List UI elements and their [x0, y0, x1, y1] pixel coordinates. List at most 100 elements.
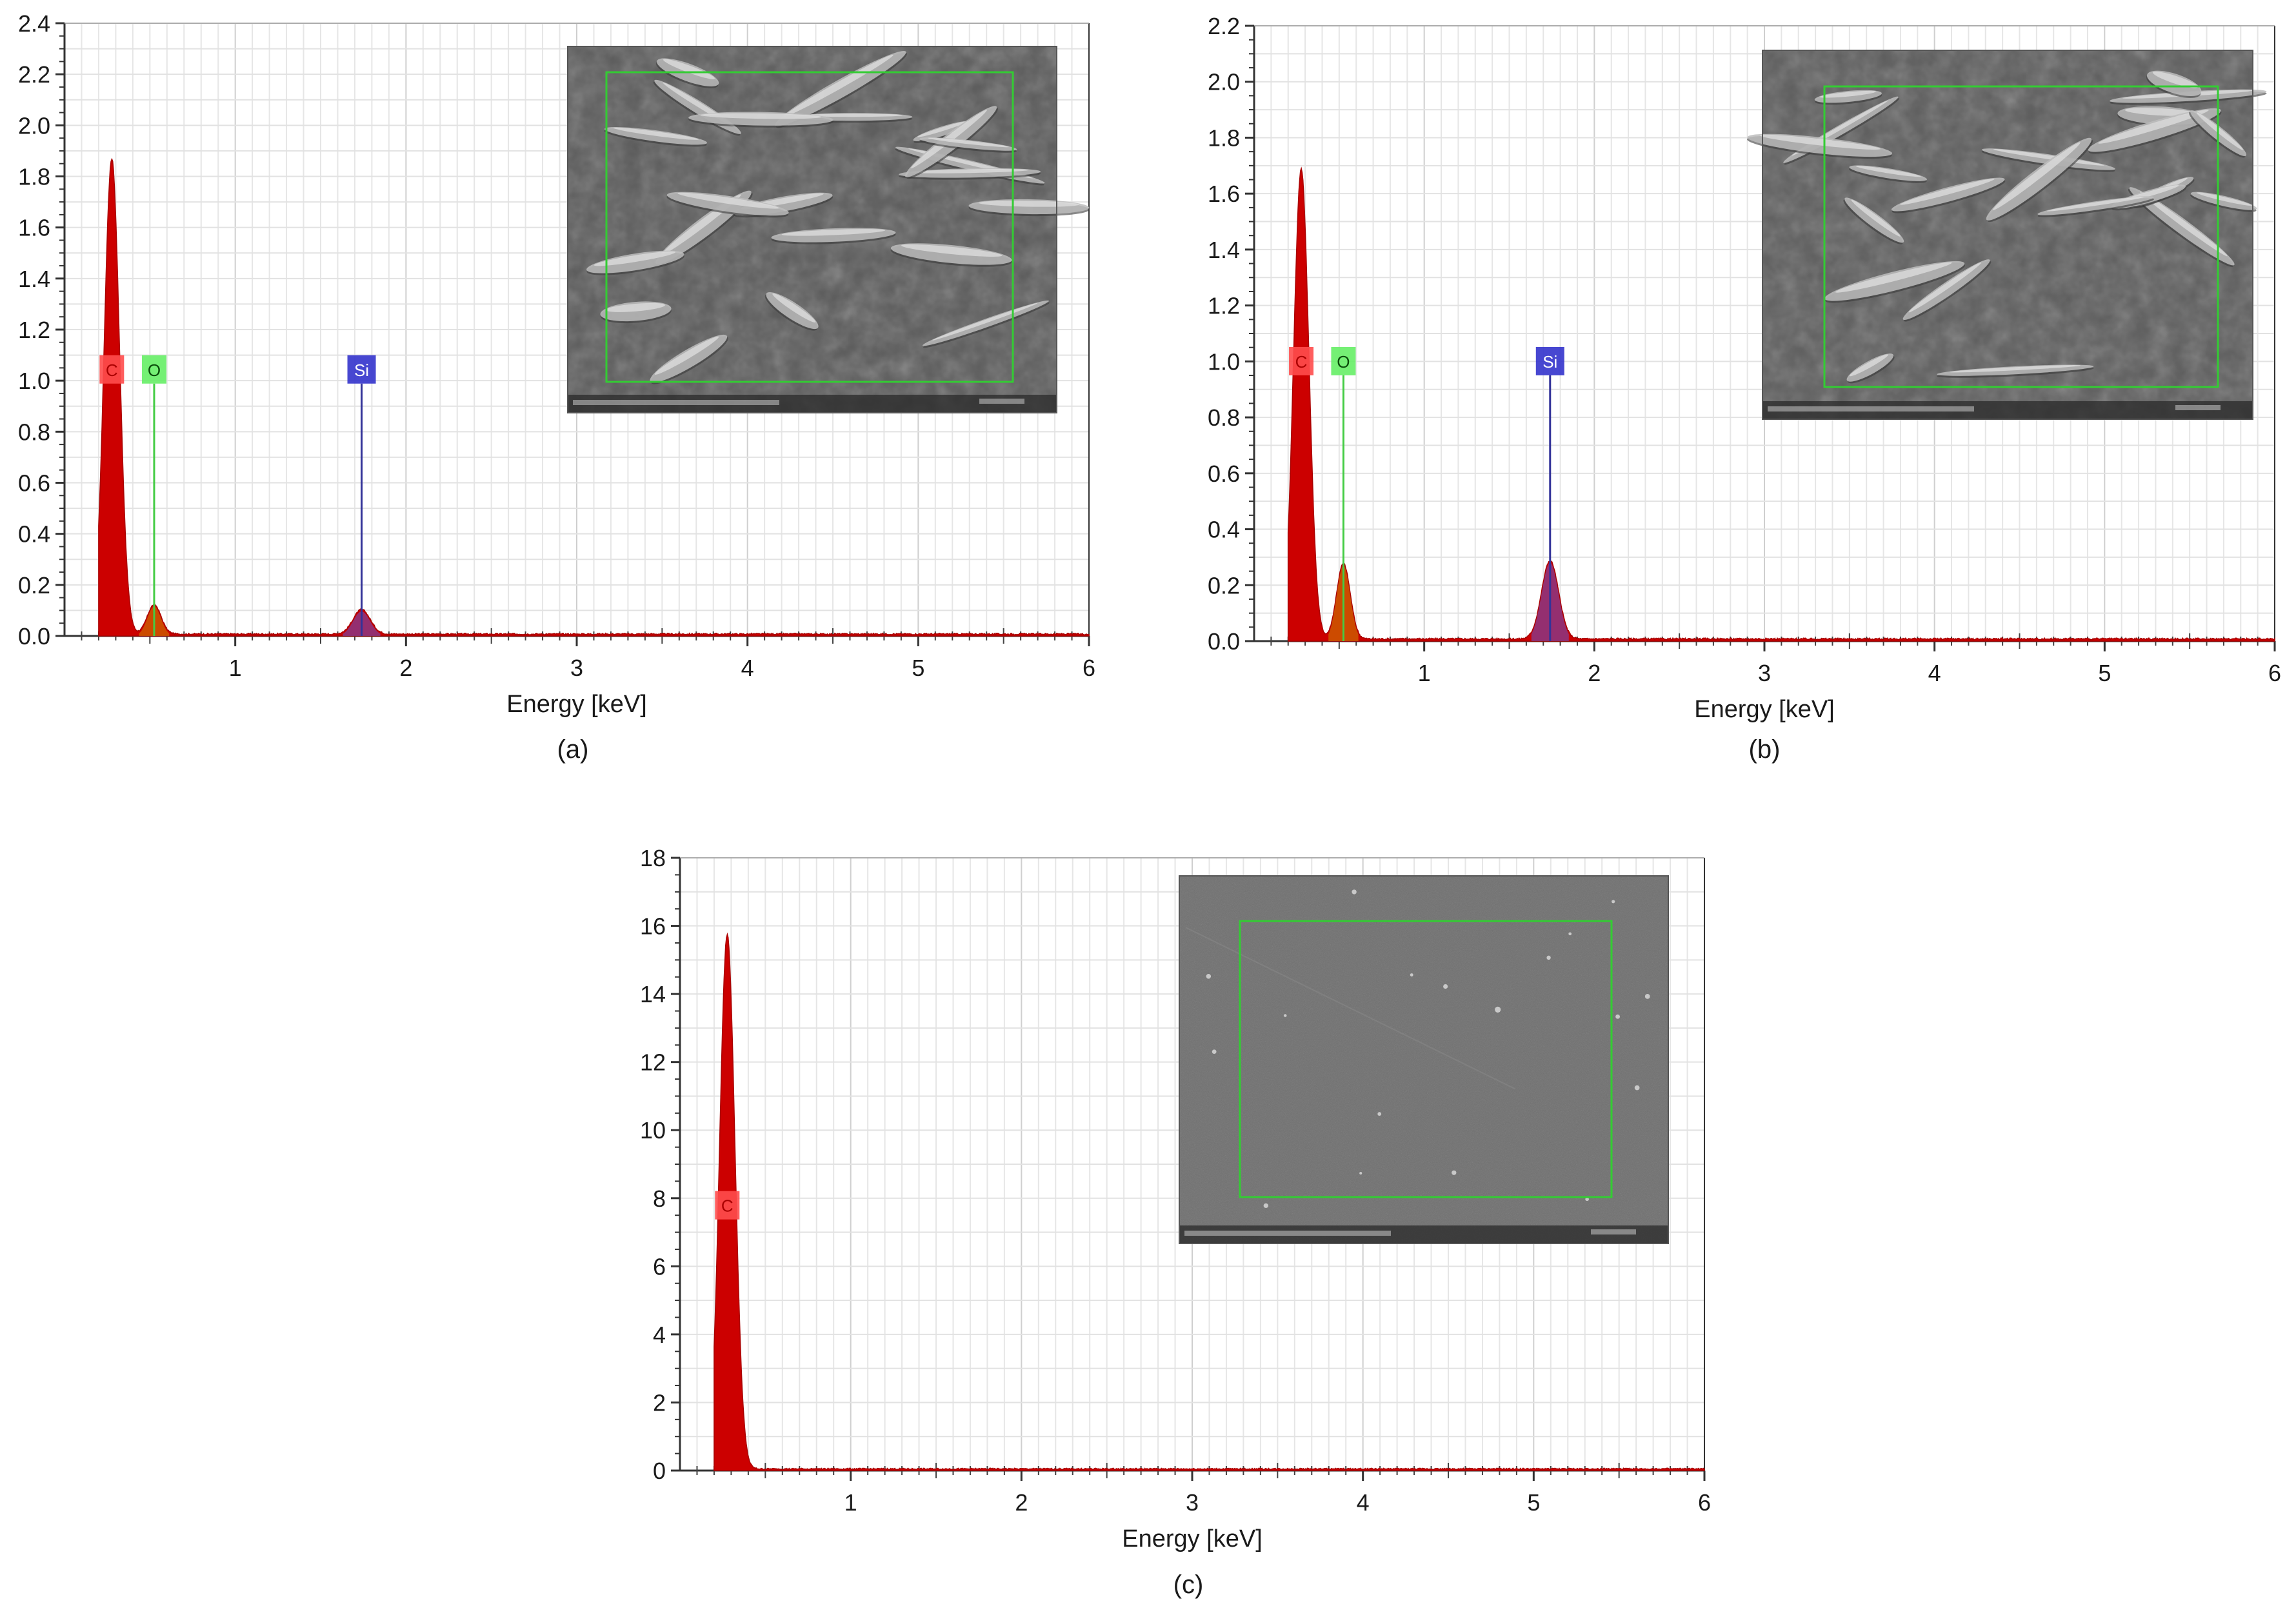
y-tick-label: 18 [640, 845, 666, 871]
x-tick-label: 2 [1015, 1489, 1028, 1516]
sem-fiber [968, 199, 1090, 217]
x-tick-label: 1 [1418, 660, 1431, 686]
element-badge-c [99, 355, 125, 384]
sem-particle [1495, 1006, 1501, 1013]
sem-border [1762, 50, 2253, 420]
y-tick-label: 4 [653, 1322, 666, 1348]
x-tick-label: 6 [2268, 660, 2281, 686]
y-tick-label: 14 [640, 981, 666, 1007]
sem-particle [1568, 932, 1572, 936]
sem-particle [1410, 973, 1413, 976]
y-tick-label: 0.6 [18, 470, 50, 497]
sem-fiber [1986, 137, 2093, 223]
y-tick-label: 1.6 [18, 215, 50, 241]
y-tick-label: 10 [640, 1117, 666, 1144]
sem-particle [1263, 1203, 1268, 1208]
sem-particle [1452, 1170, 1457, 1175]
sem-fiber [688, 112, 834, 128]
y-tick-label: 0.2 [18, 572, 50, 599]
y-tick-label: 0 [653, 1458, 666, 1484]
sem-fiber [2088, 108, 2222, 154]
sem-particle [1359, 1171, 1363, 1175]
analysis-region-frame [605, 71, 1014, 383]
eds-panel-a: 0.0 0.2 0.4 0.6 0.8 1.0 1.2 1.4 1.6 1.8 2.0 2.2 2.4 1… [18, 10, 1095, 764]
sem-scalebar [2175, 405, 2221, 410]
y-tick-label: 0.2 [1208, 572, 1240, 599]
eds-panel-b: 0.0 0.2 0.4 0.6 0.8 1.0 1.2 1.4 1.6 1.8 2.0 2.2 1 2 3 4… [1208, 13, 2281, 764]
y-tick-label: 2.4 [18, 10, 50, 37]
sem-border [567, 46, 1057, 413]
y-tick-label: 1.2 [1208, 293, 1240, 319]
x-axis-title: Energy [keV] [506, 691, 647, 718]
panel-caption: (b) [1749, 735, 1781, 764]
sem-fiber [1747, 134, 1892, 159]
y-tick-label: 16 [640, 913, 666, 940]
element-label-c: C [106, 361, 118, 380]
sem-fiber [922, 300, 1050, 348]
x-tick-label: 3 [1758, 660, 1771, 686]
sem-fiber [1848, 165, 1927, 183]
sem-fiber [1891, 177, 2006, 213]
y-tick-label: 1.4 [1208, 237, 1240, 263]
sem-particle [1352, 889, 1357, 895]
sem-inset-image [1747, 50, 2267, 420]
y-tick-label: 1.8 [18, 164, 50, 190]
y-tick-label: 12 [640, 1049, 666, 1076]
sem-particle [1644, 994, 1650, 999]
sem-particle [1612, 900, 1615, 904]
x-axis-title: Energy [keV] [1694, 696, 1835, 723]
y-tick-label: 2.2 [1208, 13, 1240, 39]
sem-particle [1377, 1112, 1382, 1116]
element-badge-o [141, 355, 166, 384]
x-tick-label: 5 [1527, 1489, 1540, 1516]
sem-inset-image [1179, 875, 1669, 1244]
x-tick-label: 1 [844, 1489, 857, 1516]
sem-databar-text [573, 400, 779, 405]
element-badge-o [1331, 346, 1356, 375]
sem-texture [1179, 876, 1668, 1244]
x-tick-label: 3 [1186, 1489, 1199, 1516]
sem-scalebar [979, 399, 1024, 404]
sem-fiber [795, 113, 913, 123]
sem-fiber [771, 228, 896, 244]
sem-particle [1206, 974, 1212, 979]
sem-fiber [1843, 197, 1904, 244]
sem-fiber [1902, 259, 1992, 322]
y-tick-label: 0.4 [18, 521, 50, 548]
y-tick-label: 6 [653, 1253, 666, 1280]
y-tick-label: 2.2 [18, 61, 50, 88]
sem-scalebar [1591, 1229, 1636, 1234]
sem-inset-image [567, 46, 1090, 413]
spectrum-series [1287, 166, 2275, 642]
y-tick-label: 0.0 [1208, 628, 1240, 655]
y-tick-label: 1.6 [1208, 181, 1240, 207]
sem-databar-text [1184, 1231, 1391, 1236]
x-tick-label: 6 [1083, 655, 1095, 681]
sem-fiber [2128, 187, 2235, 267]
sem-particle [1443, 984, 1448, 989]
sem-fiber [919, 137, 1017, 153]
x-tick-label: 5 [912, 655, 924, 681]
y-tick-label: 0.6 [1208, 461, 1240, 487]
element-badge-c [1289, 346, 1314, 375]
element-label-o: O [1337, 352, 1350, 372]
sem-particle [1585, 1197, 1589, 1202]
element-label-si: Si [354, 361, 369, 380]
element-badge-si [1535, 346, 1564, 375]
analysis-region-frame [1239, 920, 1613, 1198]
sem-fiber [1814, 90, 1882, 105]
y-tick-label: 0.0 [18, 623, 50, 649]
sem-particle [1615, 1014, 1620, 1019]
y-tick-label: 1.2 [18, 317, 50, 343]
sem-fiber [600, 301, 672, 324]
element-label-c: C [721, 1196, 734, 1216]
y-tick-label: 8 [653, 1185, 666, 1212]
x-tick-label: 6 [1698, 1489, 1711, 1516]
y-tick-label: 0.8 [18, 419, 50, 445]
x-tick-label: 1 [229, 655, 242, 681]
spectrum-series [98, 157, 1090, 637]
panel-caption: (a) [557, 735, 589, 764]
sem-fiber [1937, 364, 2094, 378]
